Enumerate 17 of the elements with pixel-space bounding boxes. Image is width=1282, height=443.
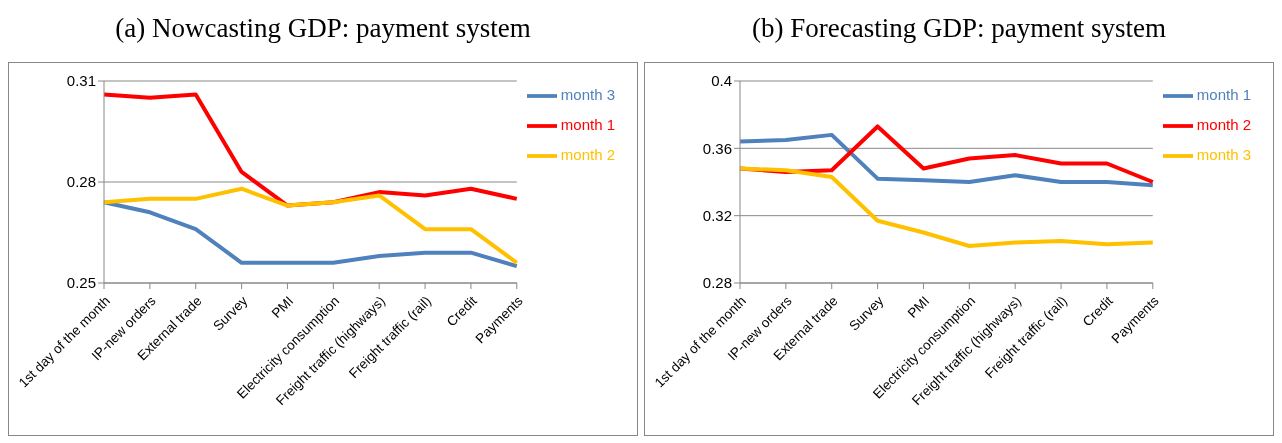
legend-label: month 3 <box>1196 145 1251 163</box>
legend-label: month 2 <box>560 145 615 163</box>
legend-label: month 2 <box>1196 115 1251 133</box>
chart-title: (b) Forecasting GDP: payment system <box>751 12 1167 45</box>
line-series <box>102 186 519 265</box>
legend-label: month 1 <box>1196 85 1251 103</box>
y-tick-label: 0.28 <box>66 173 96 191</box>
legend-label: month 3 <box>560 85 615 103</box>
y-tick-label: 0.28 <box>702 274 732 292</box>
y-tick-label: 0.32 <box>702 206 732 224</box>
legend-label: month 1 <box>560 115 615 133</box>
chart-title: (a) Nowcasting GDP: payment system <box>114 12 532 45</box>
y-tick-label: 0.4 <box>711 72 732 90</box>
y-tick-label: 0.36 <box>702 139 732 157</box>
y-tick-label: 0.25 <box>66 274 96 292</box>
line-series <box>102 200 519 269</box>
y-tick-label: 0.31 <box>66 72 96 90</box>
